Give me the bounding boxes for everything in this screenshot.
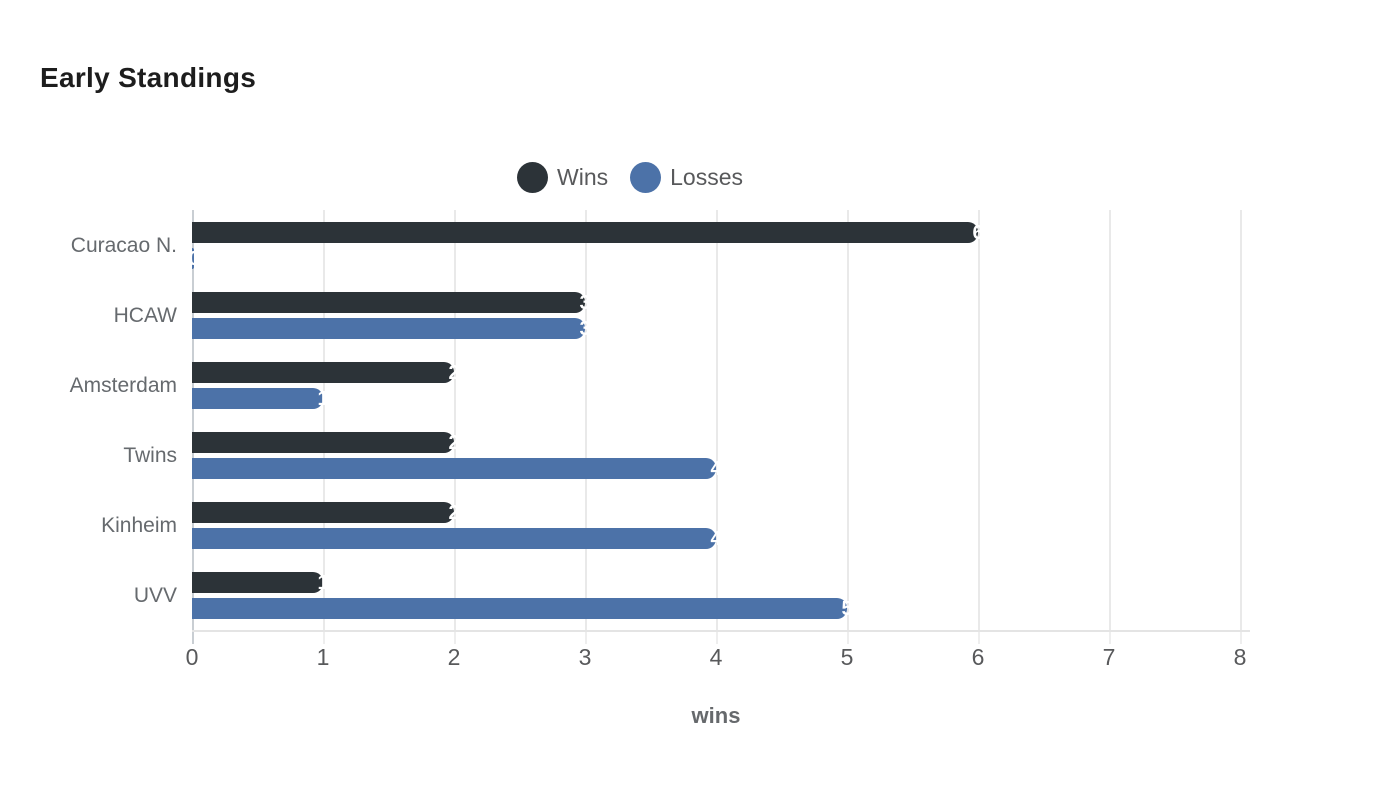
legend-item-wins[interactable]: Wins xyxy=(517,162,608,193)
bar-value-label-wins-curacao-n: 6 xyxy=(972,222,984,244)
x-axis-tick-3 xyxy=(585,632,587,644)
x-axis-tick-6 xyxy=(978,632,980,644)
gridline-7 xyxy=(1109,210,1111,630)
bar-losses-uvv xyxy=(192,598,847,619)
y-label-curacao-n: Curacao N. xyxy=(70,234,177,257)
legend-label-wins: Wins xyxy=(557,164,609,190)
bar-wins-uvv xyxy=(192,572,323,593)
y-label-amsterdam: Amsterdam xyxy=(69,374,177,397)
x-tick-label-6: 6 xyxy=(971,644,985,670)
legend-item-losses[interactable]: Losses xyxy=(630,162,743,193)
bar-losses-hcaw xyxy=(192,318,585,339)
chart-title: Early Standings xyxy=(40,62,257,93)
x-axis-tick-7 xyxy=(1109,632,1111,644)
bar-wins-hcaw xyxy=(192,292,585,313)
bar-losses-amsterdam xyxy=(192,388,323,409)
x-tick-label-4: 4 xyxy=(709,644,723,670)
bar-losses-kinheim xyxy=(192,528,716,549)
gridline-0 xyxy=(192,210,194,630)
bar-value-label-losses-kinheim: 4 xyxy=(710,528,722,550)
bar-wins-curacao-n xyxy=(192,222,978,243)
gridline-4 xyxy=(716,210,718,630)
gridline-8 xyxy=(1240,210,1242,630)
y-label-twins: Twins xyxy=(123,444,177,467)
bar-value-label-wins-uvv: 1 xyxy=(317,572,329,594)
bar-wins-kinheim xyxy=(192,502,454,523)
gridline-3 xyxy=(585,210,587,630)
x-axis-tick-2 xyxy=(454,632,456,644)
gridline-5 xyxy=(847,210,849,630)
x-tick-label-3: 3 xyxy=(578,644,592,670)
x-axis-line xyxy=(192,630,1250,632)
bar-value-label-wins-kinheim: 2 xyxy=(448,502,460,524)
gridline-2 xyxy=(454,210,456,630)
bar-losses-twins xyxy=(192,458,716,479)
x-tick-label-7: 7 xyxy=(1102,644,1116,670)
y-label-hcaw: HCAW xyxy=(113,304,177,327)
bar-value-label-losses-curacao-n: 0 xyxy=(188,248,200,270)
gridline-6 xyxy=(978,210,980,630)
bar-wins-amsterdam xyxy=(192,362,454,383)
x-tick-label-0: 0 xyxy=(185,644,199,670)
y-label-uvv: UVV xyxy=(133,584,177,607)
legend-label-losses: Losses xyxy=(670,164,743,190)
bar-value-label-wins-amsterdam: 2 xyxy=(448,362,460,384)
x-axis-tick-4 xyxy=(716,632,718,644)
x-axis-tick-8 xyxy=(1240,632,1242,644)
bar-wins-twins xyxy=(192,432,454,453)
x-axis-tick-5 xyxy=(847,632,849,644)
bar-value-label-losses-twins: 4 xyxy=(710,458,722,480)
wins-swatch-icon xyxy=(517,162,548,193)
x-tick-label-1: 1 xyxy=(316,644,330,670)
bar-value-label-losses-amsterdam: 1 xyxy=(317,388,329,410)
bar-value-label-wins-twins: 2 xyxy=(448,432,460,454)
bar-value-label-wins-hcaw: 3 xyxy=(579,292,591,314)
x-axis-tick-0 xyxy=(192,632,194,644)
x-axis-title: wins xyxy=(691,703,741,728)
plot-area: 0 1 2 3 4 5 6 7 8 Curacao N. 6 0 HCAW 3 3 Amsterdam 2 1 Tw… xyxy=(70,210,1250,670)
legend: Wins Losses xyxy=(517,162,743,193)
bar-losses-curacao-n xyxy=(192,248,194,269)
bar-value-label-losses-uvv: 5 xyxy=(841,598,853,620)
x-axis-tick-1 xyxy=(323,632,325,644)
gridline-1 xyxy=(323,210,325,630)
losses-swatch-icon xyxy=(630,162,662,193)
y-label-kinheim: Kinheim xyxy=(101,514,177,537)
x-tick-label-2: 2 xyxy=(447,644,461,670)
bar-value-label-losses-hcaw: 3 xyxy=(579,318,591,340)
x-tick-label-8: 8 xyxy=(1233,644,1247,670)
x-tick-label-5: 5 xyxy=(840,644,854,670)
